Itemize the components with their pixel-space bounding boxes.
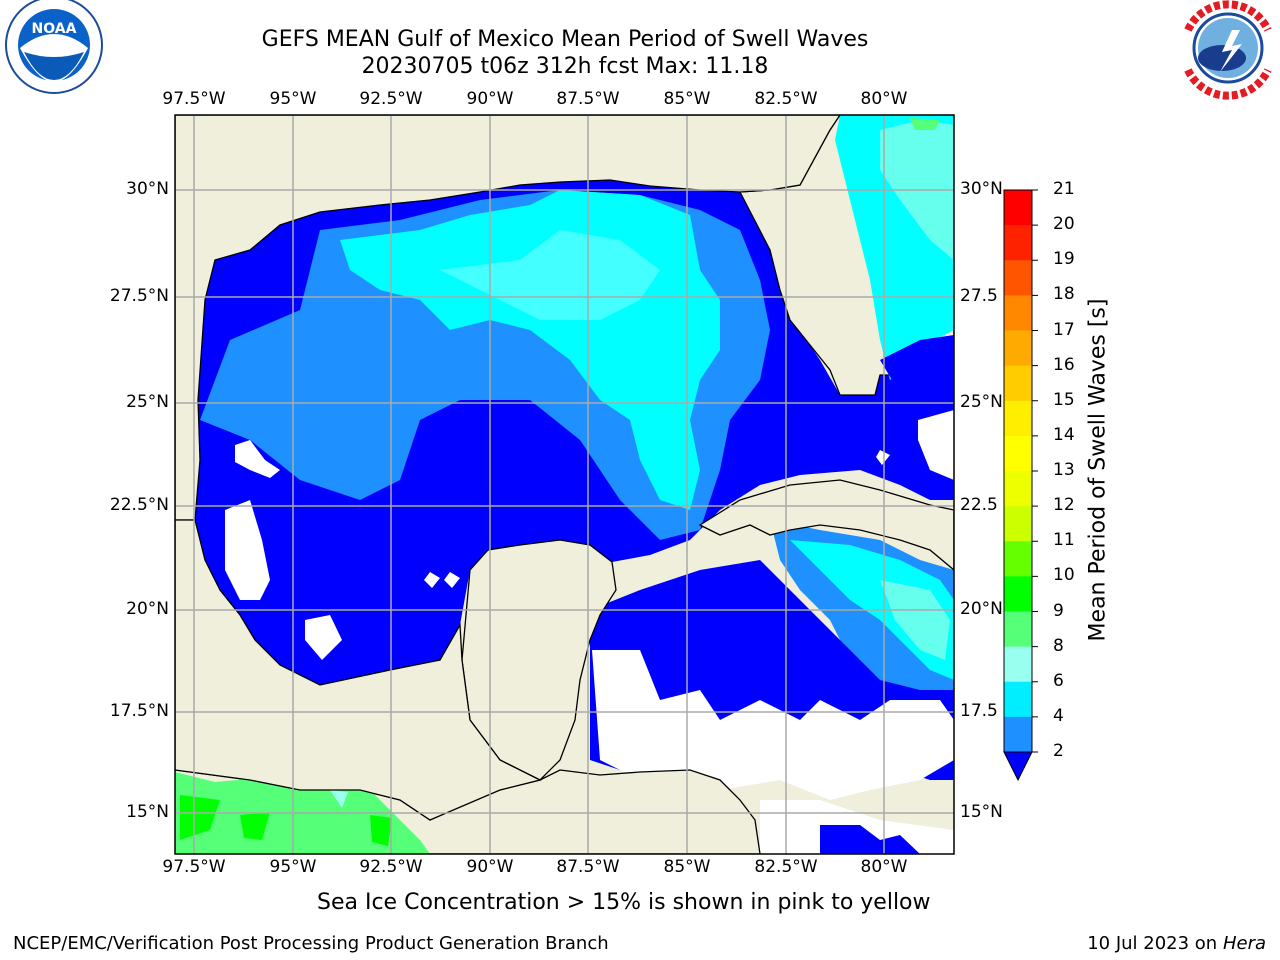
- colorbar-label: 8: [1053, 635, 1064, 656]
- colorbar-label: 9: [1053, 600, 1064, 621]
- lon-label-bottom: 97.5°W: [162, 857, 226, 877]
- nws-logo: [1180, 0, 1276, 100]
- lon-label-top: 92.5°W: [359, 89, 423, 109]
- colorbar-segment: [1004, 576, 1032, 612]
- colorbar-label: 13: [1053, 460, 1075, 480]
- lat-label-right: 17.5: [960, 701, 998, 721]
- colorbar-segment: [1004, 225, 1032, 261]
- lon-label-bottom: 87.5°W: [556, 857, 620, 877]
- lon-label-top: 85°W: [663, 89, 711, 109]
- lon-label-top: 82.5°W: [754, 89, 818, 109]
- colorbar: [1003, 189, 1038, 782]
- colorbar-label: 14: [1053, 424, 1075, 445]
- footer-date-text: 10 Jul 2023 on: [1087, 933, 1218, 954]
- footer-date: 10 Jul 2023 on Hera: [1087, 933, 1266, 954]
- colorbar-segment: [1004, 400, 1032, 437]
- lon-label-bottom: 80°W: [860, 857, 908, 877]
- lat-label-right: 30°N: [960, 179, 1003, 199]
- lon-label-top: 95°W: [269, 89, 317, 109]
- colorbar-label: 18: [1053, 284, 1075, 305]
- map-title: GEFS MEAN Gulf of Mexico Mean Period of …: [261, 27, 869, 52]
- colorbar-segment: [1004, 365, 1032, 402]
- sea-ice-note: Sea Ice Concentration > 15% is shown in …: [317, 890, 931, 915]
- map-frame: [174, 114, 955, 855]
- colorbar-label: 11: [1053, 530, 1075, 551]
- colorbar-extend-arrow: [1003, 751, 1033, 782]
- lat-label-left: 15°N: [126, 802, 169, 822]
- colorbar-segment: [1004, 541, 1032, 577]
- map-gridlines: [175, 115, 954, 854]
- lat-label-right: 20°N: [960, 599, 1003, 619]
- colorbar-label: 19: [1053, 249, 1075, 270]
- colorbar-label: 4: [1053, 705, 1064, 726]
- colorbar-segment: [1004, 646, 1032, 683]
- colorbar-label: 16: [1053, 354, 1075, 375]
- colorbar-title: Mean Period of Swell Waves [s]: [1085, 298, 1111, 642]
- colorbar-segment: [1004, 471, 1032, 507]
- lat-label-left: 25°N: [126, 392, 169, 412]
- lat-label-left: 22.5°N: [109, 495, 169, 515]
- colorbar-label: 21: [1053, 179, 1075, 199]
- lon-label-bottom: 82.5°W: [754, 857, 818, 877]
- colorbar-segment: [1004, 611, 1032, 648]
- footer-host: Hera: [1222, 933, 1266, 954]
- lon-label-bottom: 92.5°W: [359, 857, 423, 877]
- colorbar-label: 6: [1053, 670, 1064, 691]
- colorbar-segment: [1004, 506, 1032, 542]
- colorbar-segment: [1004, 330, 1032, 367]
- lon-label-bottom: 85°W: [663, 857, 711, 877]
- lat-label-right: 25°N: [960, 392, 1003, 412]
- lat-label-left: 30°N: [126, 179, 169, 199]
- colorbar-label: 10: [1053, 565, 1075, 586]
- lon-label-top: 80°W: [860, 89, 908, 109]
- lon-label-bottom: 90°W: [466, 857, 514, 877]
- colorbar-segment: [1004, 681, 1032, 718]
- colorbar-label: 12: [1053, 495, 1075, 516]
- lat-label-right: 22.5: [960, 495, 998, 515]
- lat-label-right: 27.5: [960, 286, 998, 306]
- lon-label-bottom: 95°W: [269, 857, 317, 877]
- map-subtitle: 20230705 t06z 312h fcst Max: 11.18: [361, 54, 769, 79]
- colorbar-segment: [1004, 435, 1032, 472]
- colorbar-segment: [1004, 190, 1032, 226]
- lat-label-right: 15°N: [960, 802, 1003, 822]
- colorbar-segment: [1004, 295, 1032, 331]
- lat-label-left: 27.5°N: [109, 286, 169, 306]
- noaa-logo: NOAA: [5, 0, 103, 94]
- footer-credit: NCEP/EMC/Verification Post Processing Pr…: [13, 933, 609, 954]
- colorbar-label: 2: [1053, 741, 1064, 761]
- lon-label-top: 97.5°W: [162, 89, 226, 109]
- colorbar-segment: [1004, 260, 1032, 296]
- lat-label-left: 17.5°N: [109, 701, 169, 721]
- colorbar-segment: [1004, 716, 1032, 753]
- colorbar-label: 15: [1053, 389, 1075, 410]
- lat-label-left: 20°N: [126, 599, 169, 619]
- colorbar-label: 20: [1053, 214, 1075, 235]
- map-plot-area: [175, 115, 954, 854]
- lon-label-top: 87.5°W: [556, 89, 620, 109]
- colorbar-label: 17: [1053, 319, 1075, 340]
- lon-label-top: 90°W: [466, 89, 514, 109]
- svg-text:NOAA: NOAA: [32, 21, 77, 37]
